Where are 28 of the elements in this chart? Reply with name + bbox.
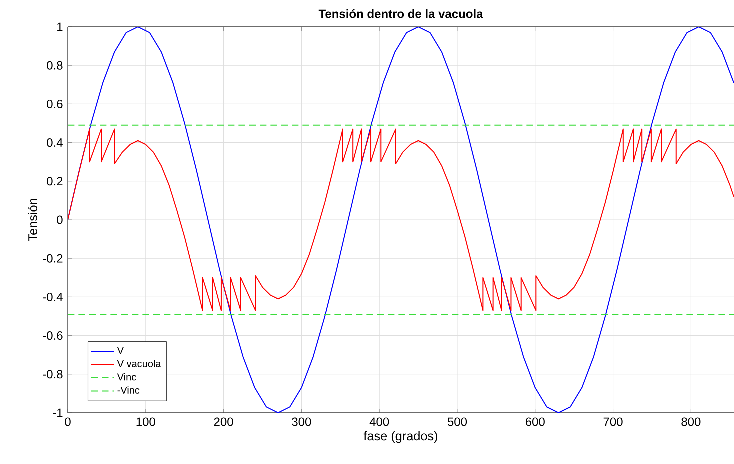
line-series	[68, 128, 734, 312]
y-tick-label: 1	[58, 22, 63, 32]
x-tick-label: 500	[448, 418, 468, 426]
y-tick-label: -0.4	[43, 292, 63, 302]
x-tick-label: 800	[682, 418, 701, 426]
y-tick-label: 0.4	[47, 138, 63, 148]
x-tick-label: 400	[370, 418, 390, 426]
x-tick-label: 700	[604, 418, 623, 426]
y-tick-label: 0.8	[47, 61, 63, 70]
y-tick-label: 0.6	[47, 100, 63, 108]
legend-label: Vinc	[117, 373, 136, 381]
x-tick-label: 100	[136, 418, 156, 426]
y-tick-label: -0.8	[43, 370, 63, 379]
legend-label: V vacuola	[117, 360, 162, 368]
x-tick-label: 200	[214, 418, 234, 426]
y-tick-label: -0.6	[43, 332, 63, 340]
chart-title: Tensión dentro de la vacuola	[318, 9, 484, 18]
x-tick-label: 600	[526, 418, 545, 426]
legend-label: -Vinc	[118, 386, 140, 394]
legend-label: V	[117, 347, 124, 354]
x-tick-label: 300	[292, 418, 312, 426]
y-axis-title: Tensión	[28, 198, 38, 242]
y-tick-label: -0.2	[43, 254, 63, 263]
x-tick-label: 0	[65, 418, 71, 426]
y-tick-label: 0	[57, 216, 63, 224]
y-tick-label: 0.2	[47, 177, 63, 186]
y-tick-label: -1	[53, 408, 63, 418]
x-axis-title: fase (grados)	[364, 431, 438, 444]
